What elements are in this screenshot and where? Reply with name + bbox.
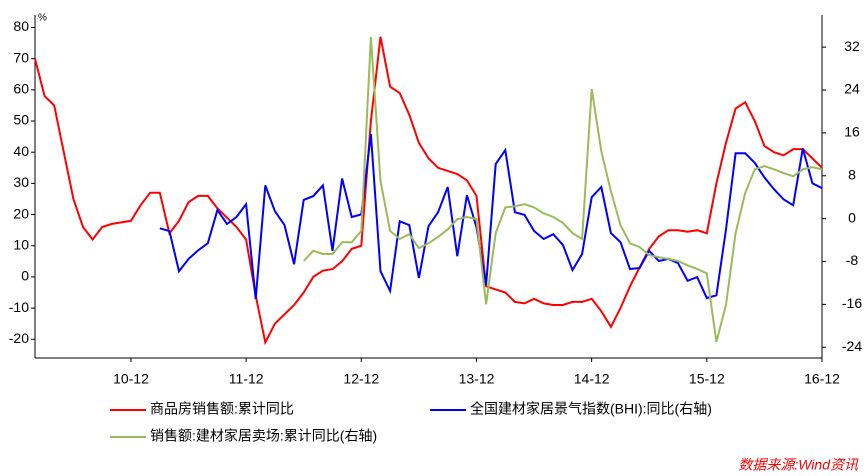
y2-tick-label: -8 <box>846 252 859 268</box>
y2-tick-label: -16 <box>842 295 862 311</box>
x-tick-label: 16-12 <box>804 371 840 387</box>
y2-tick-label: 16 <box>844 124 860 140</box>
y-tick-label: 10 <box>13 236 29 252</box>
y-tick-label: 30 <box>13 174 29 190</box>
y-tick-label: 60 <box>13 81 29 97</box>
legend-label: 销售额:建材家居卖场:累计同比(右轴) <box>150 428 377 444</box>
y-tick-label: -20 <box>9 330 29 346</box>
y2-tick-label: 0 <box>848 209 856 225</box>
source: 数据来源:Wind资讯 <box>738 457 859 473</box>
unit-label: % <box>38 13 47 24</box>
x-tick-label: 15-12 <box>689 371 725 387</box>
x-tick-label: 12-12 <box>343 371 379 387</box>
y2-tick-label: -24 <box>842 338 862 354</box>
series-line <box>302 36 823 343</box>
x-tick-label: 11-12 <box>229 371 264 387</box>
series-line <box>159 133 823 300</box>
y-tick-label: 20 <box>13 205 29 221</box>
x-tick-label: 13-12 <box>459 371 495 387</box>
y-tick-label: 70 <box>13 49 29 65</box>
y-tick-label: 80 <box>13 18 29 34</box>
x-tick-label: 14-12 <box>574 371 610 387</box>
series-line <box>34 36 823 346</box>
legend-label: 商品房销售额:累计同比 <box>150 401 294 417</box>
y-tick-label: 40 <box>13 143 29 159</box>
y2-tick-label: 8 <box>848 166 856 182</box>
y-tick-label: -10 <box>9 299 29 315</box>
y2-tick-label: 24 <box>844 81 860 97</box>
x-tick-label: 10-12 <box>113 371 149 387</box>
y-tick-label: 50 <box>13 112 29 128</box>
y-tick-label: 0 <box>21 268 29 284</box>
y2-tick-label: 32 <box>844 38 860 54</box>
legend-label: 全国建材家居景气指数(BHI):同比(右轴) <box>470 401 712 417</box>
